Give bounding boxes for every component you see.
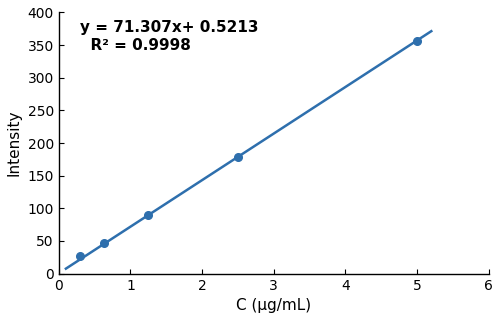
Text: y = 71.307x+ 0.5213
  R² = 0.9998: y = 71.307x+ 0.5213 R² = 0.9998 [80,20,258,53]
Y-axis label: Intensity: Intensity [7,110,22,176]
X-axis label: C (μg/mL): C (μg/mL) [236,298,311,313]
